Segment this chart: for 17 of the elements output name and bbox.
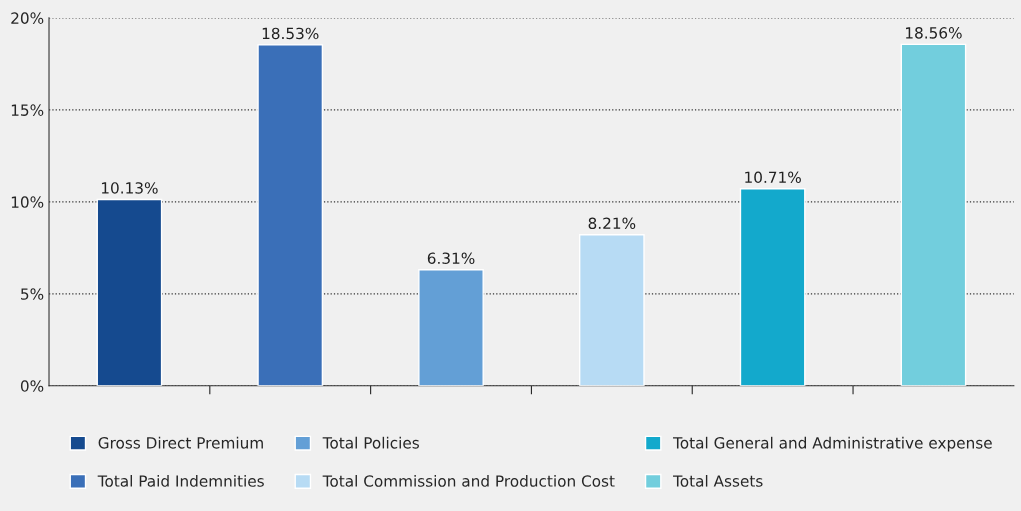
y-tick-label: 0%	[20, 380, 44, 392]
data-label: 18.53%	[262, 27, 319, 40]
data-label: 10.13%	[101, 182, 158, 194]
y-tick-label: 5%	[21, 288, 44, 300]
legend-label: Total Paid Indemnities	[97, 474, 264, 487]
y-tick-label: 15%	[11, 104, 44, 116]
legend-label: Total Policies	[322, 436, 419, 449]
data-label: 10.71%	[745, 171, 801, 184]
legend-label: Total Assets	[673, 474, 763, 487]
legend-label: Total Commission and Production Cost	[322, 474, 615, 487]
data-label: 8.21%	[588, 217, 636, 230]
y-tick-label: 20%	[11, 12, 44, 24]
legend-label: Gross Direct Premium	[98, 436, 263, 449]
y-tick-label: 10%	[11, 196, 44, 208]
data-label: 18.56%	[906, 27, 962, 39]
data-label: 6.31%	[427, 252, 475, 264]
legend-label: Total General and Administrative expense	[673, 436, 992, 452]
